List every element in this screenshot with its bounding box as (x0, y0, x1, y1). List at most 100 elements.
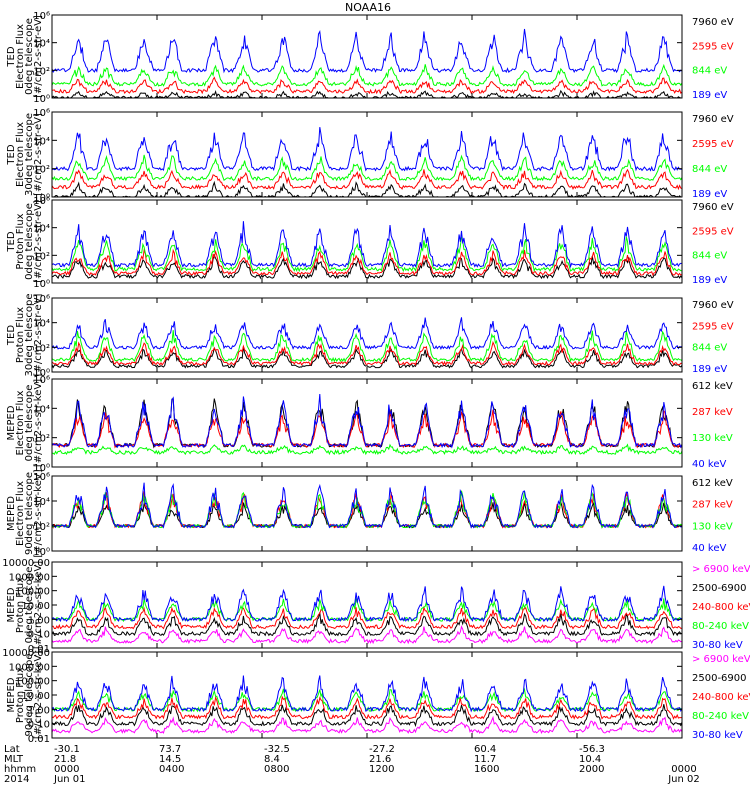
y-tick-label: 1000.00 (9, 572, 50, 583)
y-axis-label: 0deg telescope (24, 567, 35, 644)
legend-entry: 612 keV (692, 478, 733, 489)
panel-7: 0.01 0.10 1.00 10.00 100.00 1000.00 10000.00 ME… (2, 558, 750, 655)
y-axis-label: MEPED (6, 677, 17, 712)
ephemeris-tick-value: -56.3 (579, 744, 605, 755)
y-tick-label: 10⁴ (33, 224, 50, 235)
legend-entry: 844 eV (692, 251, 727, 262)
y-tick-label: 0.10 (28, 630, 50, 641)
legend-entry: 287 keV (692, 500, 733, 511)
legend-entry: 189 eV (692, 275, 727, 286)
y-tick-label: 1.00 (28, 705, 50, 716)
legend-entry: 7960 eV (692, 114, 734, 125)
ephemeris-tick-value: 11.7 (474, 754, 496, 765)
series-trace-1 (52, 715, 682, 735)
y-axis-label: MEPED (6, 405, 17, 440)
y-axis-label: TED (6, 231, 17, 252)
legend-entry: 2595 eV (692, 321, 734, 332)
ephemeris-tick-value: 1200 (369, 764, 394, 775)
y-tick-label: 100.00 (15, 587, 50, 598)
series-trace-3 (52, 330, 682, 363)
y-axis-label: [#/cm2-s-str-eV] (33, 294, 44, 377)
legend-entry: 612 keV (692, 381, 733, 392)
y-axis-label: [#/cm2-s-str-eV] (33, 15, 44, 98)
legend-entry: 80-240 keV (692, 711, 749, 722)
y-tick-label: 10⁰ (33, 547, 50, 558)
y-tick-label: 1000.00 (9, 662, 50, 673)
y-tick-label: 10² (33, 343, 50, 354)
series-trace-3 (52, 63, 682, 87)
y-tick-label: 100.00 (15, 677, 50, 688)
y-tick-label: 10⁴ (33, 136, 50, 147)
legend-entry: 30-80 keV (692, 640, 743, 651)
y-tick-label: 10⁰ (33, 193, 50, 204)
ephemeris-tick-value: 8.4 (264, 754, 280, 765)
ephemeris-row-label: MLT (4, 754, 24, 765)
legend-entry: 7960 eV (692, 17, 734, 28)
legend-entry: 189 eV (692, 189, 727, 200)
series-trace-2 (52, 704, 682, 728)
y-axis-label: 30deg telescope (24, 293, 35, 376)
y-axis-label: 0deg telescope (24, 385, 35, 462)
ephemeris-tick-value: 0800 (264, 764, 289, 775)
legend-entry: 287 keV (692, 407, 733, 418)
y-tick-label: 10000.00 (2, 648, 50, 659)
y-tick-label: 0.01 (28, 644, 50, 655)
y-axis-label: [#/cm2-s-str-keV] (33, 379, 44, 467)
series-trace-4 (52, 28, 682, 74)
legend-entry: 2595 eV (692, 139, 734, 150)
y-axis-label: Proton Flux (15, 667, 26, 723)
legend-entry: 240-800 keV (692, 692, 750, 703)
y-axis-label: [#/cm2-s-str-keV] (33, 561, 44, 649)
legend-entry: 2595 eV (692, 41, 734, 52)
y-tick-label: 10⁴ (33, 497, 50, 508)
series-trace-5 (52, 585, 682, 623)
legend-entry: 130 keV (692, 433, 733, 444)
series-trace-3 (52, 443, 682, 456)
y-axis-label: 0deg telescope (24, 203, 35, 280)
y-tick-label: 10⁰ (33, 279, 50, 290)
ephemeris-tick-value: 21.6 (369, 754, 391, 765)
y-axis-label: 90deg telescope (24, 472, 35, 555)
y-tick-label: 10⁶ (33, 108, 50, 119)
legend-entry: > 6900 keV (692, 654, 750, 665)
y-tick-label: 10⁴ (33, 404, 50, 415)
legend-entry: 240-800 keV (692, 602, 750, 613)
panel-8: 0.01 0.10 1.00 10.00 100.00 1000.00 10000.00 ME… (2, 648, 750, 745)
series-trace-2 (52, 612, 682, 637)
series-trace-4 (52, 482, 682, 529)
y-tick-label: 10.00 (21, 601, 50, 612)
legend-entry: 2500-6900 (692, 673, 747, 684)
series-trace-1 (52, 398, 682, 449)
ephemeris-tick-value: 0400 (159, 764, 184, 775)
series-trace-4 (52, 221, 682, 269)
ephemeris-tick-value: 14.5 (159, 754, 181, 765)
y-tick-label: 10⁶ (33, 294, 50, 305)
y-axis-label: MEPED (6, 587, 17, 622)
legend-entry: 2595 eV (692, 226, 734, 237)
y-tick-label: 10² (33, 165, 50, 176)
ephemeris-tick-value: 21.8 (54, 754, 76, 765)
y-axis-label: Electron Flux (15, 122, 26, 187)
series-trace-3 (52, 695, 682, 720)
series-trace-2 (52, 168, 682, 191)
series-trace-1 (52, 625, 682, 645)
y-axis-label: [#/cm2-s-str-eV] (33, 200, 44, 283)
legend-entry: 844 eV (692, 164, 727, 175)
y-tick-label: 10⁴ (33, 39, 50, 50)
chart-title: NOAA16 (345, 1, 391, 14)
y-tick-label: 10⁶ (33, 11, 50, 22)
ephemeris-tick-value: 1600 (474, 764, 499, 775)
y-axis-label: TED (6, 46, 17, 67)
legend-entry: 7960 eV (692, 300, 734, 311)
ephemeris-tick-value: -27.2 (369, 744, 395, 755)
ephemeris-tick-value: 73.7 (159, 744, 181, 755)
series-trace-1 (52, 254, 682, 280)
ephemeris-tick-value: 60.4 (474, 744, 496, 755)
